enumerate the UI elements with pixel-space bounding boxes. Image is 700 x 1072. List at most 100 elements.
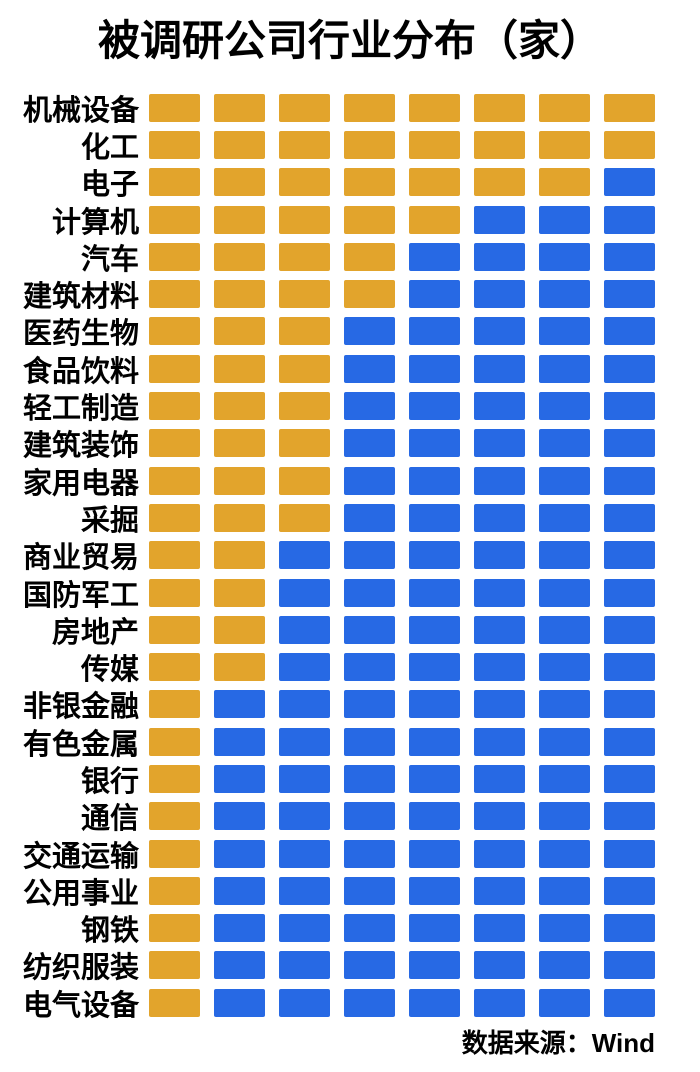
row-cells (149, 93, 669, 122)
row-cells (149, 466, 669, 495)
unit-cell-empty (539, 876, 590, 905)
unit-cell-filled (344, 168, 395, 197)
row-cells (149, 429, 669, 458)
unit-cell-filled (279, 429, 330, 458)
industry-row: 有色金属 (0, 723, 700, 761)
unit-cell-empty (279, 578, 330, 607)
unit-cell-filled (344, 93, 395, 122)
unit-cell-filled (279, 280, 330, 309)
unit-cell-empty (539, 280, 590, 309)
unit-cell-filled (214, 317, 265, 346)
unit-cell-empty (539, 392, 590, 421)
industry-label: 公用事业 (22, 877, 139, 910)
unit-cell-empty (604, 839, 655, 868)
unit-cell-empty (539, 914, 590, 943)
unit-cell-empty (214, 764, 265, 793)
unit-cell-empty (474, 354, 525, 383)
industry-row: 机械设备 (0, 89, 700, 127)
unit-cell-filled (474, 130, 525, 159)
row-cells (149, 876, 669, 905)
unit-cell-empty (604, 988, 655, 1017)
unit-cell-filled (214, 578, 265, 607)
unit-cell-filled (279, 93, 330, 122)
unit-cell-filled (149, 429, 200, 458)
unit-cell-empty (409, 727, 460, 756)
industry-label: 房地产 (51, 616, 139, 649)
industry-label: 计算机 (51, 206, 139, 239)
unit-cell-empty (539, 839, 590, 868)
unit-cell-empty (604, 653, 655, 682)
unit-cell-empty (539, 802, 590, 831)
unit-cell-empty (214, 988, 265, 1017)
row-cells (149, 242, 669, 271)
unit-cell-empty (344, 578, 395, 607)
unit-cell-filled (409, 93, 460, 122)
unit-cell-filled (214, 130, 265, 159)
unit-cell-empty (539, 503, 590, 532)
unit-cell-filled (149, 839, 200, 868)
unit-cell-empty (539, 354, 590, 383)
industry-label: 电气设备 (22, 989, 139, 1022)
unit-cell-empty (474, 653, 525, 682)
unit-cell-empty (279, 690, 330, 719)
row-cells (149, 578, 669, 607)
unit-cell-empty (474, 690, 525, 719)
unit-cell-filled (279, 317, 330, 346)
unit-cell-empty (344, 802, 395, 831)
industry-row: 商业贸易 (0, 537, 700, 574)
unit-cell-empty (344, 988, 395, 1017)
industry-label: 采掘 (80, 504, 139, 537)
industry-label: 国防军工 (22, 579, 139, 612)
unit-cell-empty (279, 615, 330, 644)
unit-cell-empty (279, 839, 330, 868)
industry-row: 传媒 (0, 648, 700, 686)
unit-cell-empty (409, 653, 460, 682)
unit-cell-filled (214, 429, 265, 458)
unit-cell-empty (474, 578, 525, 607)
unit-cell-filled (539, 168, 590, 197)
unit-cell-empty (344, 541, 395, 570)
unit-cell-empty (539, 653, 590, 682)
unit-cell-empty (279, 988, 330, 1017)
industry-label: 家用电器 (22, 467, 139, 500)
unit-cell-empty (409, 354, 460, 383)
unit-cell-empty (214, 690, 265, 719)
unit-cell-empty (344, 392, 395, 421)
unit-cell-empty (474, 615, 525, 644)
row-cells (149, 317, 669, 346)
row-cells (149, 802, 669, 831)
unit-cell-empty (539, 578, 590, 607)
unit-cell-empty (474, 988, 525, 1017)
unit-cell-filled (149, 205, 200, 234)
unit-cell-empty (279, 541, 330, 570)
unit-cell-filled (279, 130, 330, 159)
unit-cell-filled (214, 615, 265, 644)
industry-row: 汽车 (0, 238, 700, 276)
unit-cell-empty (409, 541, 460, 570)
unit-cell-empty (409, 466, 460, 495)
chart-title: 被调研公司行业分布（家） (97, 17, 602, 64)
unit-cell-empty (604, 615, 655, 644)
unit-cell-empty (409, 615, 460, 644)
unit-cell-empty (279, 876, 330, 905)
unit-cell-filled (279, 205, 330, 234)
unit-cell-filled (279, 466, 330, 495)
unit-cell-empty (344, 466, 395, 495)
unit-cell-empty (344, 914, 395, 943)
industry-label: 纺织服装 (22, 952, 139, 985)
unit-cell-empty (279, 951, 330, 980)
industry-row: 家用电器 (0, 462, 700, 500)
unit-cell-empty (604, 429, 655, 458)
row-cells (149, 168, 669, 197)
unit-cell-filled (344, 130, 395, 159)
unit-cell-empty (474, 280, 525, 309)
unit-cell-empty (474, 392, 525, 421)
industry-row: 食品饮料 (0, 350, 700, 388)
unit-cell-empty (344, 354, 395, 383)
industry-row: 建筑材料 (0, 275, 700, 313)
unit-cell-filled (539, 93, 590, 122)
unit-cell-filled (149, 392, 200, 421)
unit-cell-empty (604, 354, 655, 383)
unit-cell-empty (344, 727, 395, 756)
row-cells (149, 951, 669, 980)
